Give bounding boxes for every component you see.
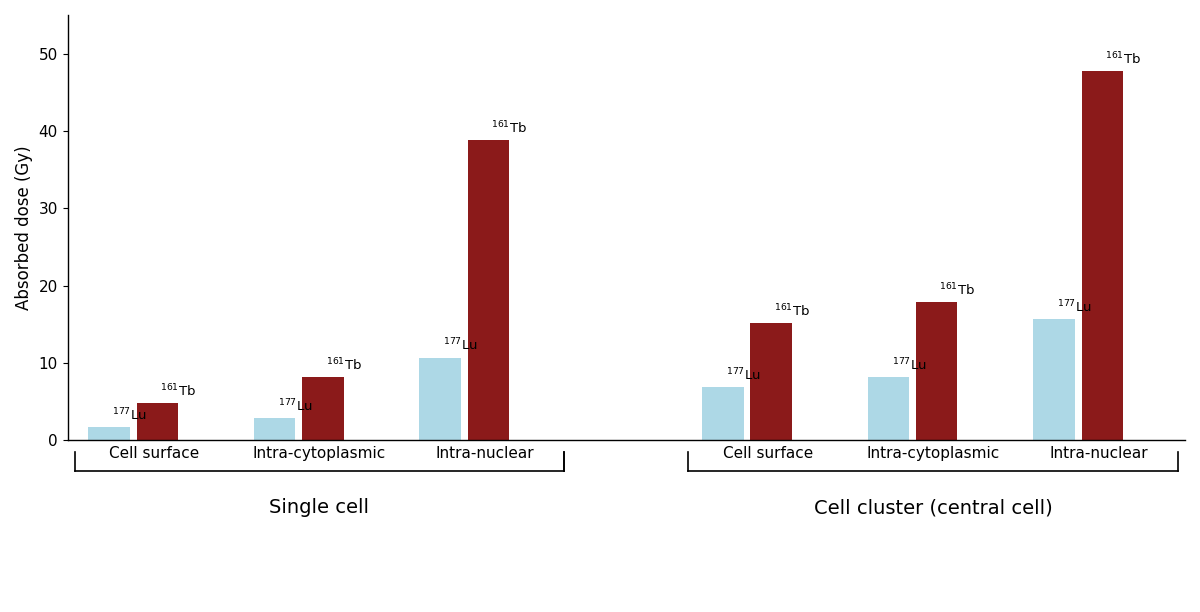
Text: $^{161}$Tb: $^{161}$Tb bbox=[491, 120, 527, 136]
Text: $^{177}$Lu: $^{177}$Lu bbox=[113, 407, 148, 424]
Bar bbox=[302, 377, 343, 440]
Text: $^{177}$Lu: $^{177}$Lu bbox=[278, 397, 312, 414]
Bar bbox=[702, 387, 744, 440]
Bar bbox=[750, 323, 792, 440]
Bar bbox=[420, 357, 461, 440]
Text: $^{177}$Lu: $^{177}$Lu bbox=[726, 367, 761, 383]
Text: $^{161}$Tb: $^{161}$Tb bbox=[1105, 50, 1141, 67]
Text: $^{177}$Lu: $^{177}$Lu bbox=[444, 337, 478, 354]
Bar bbox=[254, 418, 295, 440]
Bar bbox=[468, 140, 509, 440]
Text: $^{177}$Lu: $^{177}$Lu bbox=[892, 356, 926, 373]
Text: $^{161}$Tb: $^{161}$Tb bbox=[160, 382, 196, 399]
Bar bbox=[916, 302, 958, 440]
Text: $^{161}$Tb: $^{161}$Tb bbox=[325, 356, 361, 373]
Bar bbox=[868, 377, 910, 440]
Text: $^{161}$Tb: $^{161}$Tb bbox=[774, 302, 810, 319]
Bar bbox=[1081, 70, 1123, 440]
Text: $^{177}$Lu: $^{177}$Lu bbox=[1057, 299, 1092, 315]
Bar bbox=[1033, 319, 1075, 440]
Text: Single cell: Single cell bbox=[270, 498, 370, 517]
Text: $^{161}$Tb: $^{161}$Tb bbox=[940, 282, 976, 298]
Text: Cell cluster (central cell): Cell cluster (central cell) bbox=[814, 498, 1052, 517]
Bar bbox=[137, 403, 178, 440]
Bar bbox=[89, 427, 130, 440]
Y-axis label: Absorbed dose (Gy): Absorbed dose (Gy) bbox=[16, 145, 34, 310]
